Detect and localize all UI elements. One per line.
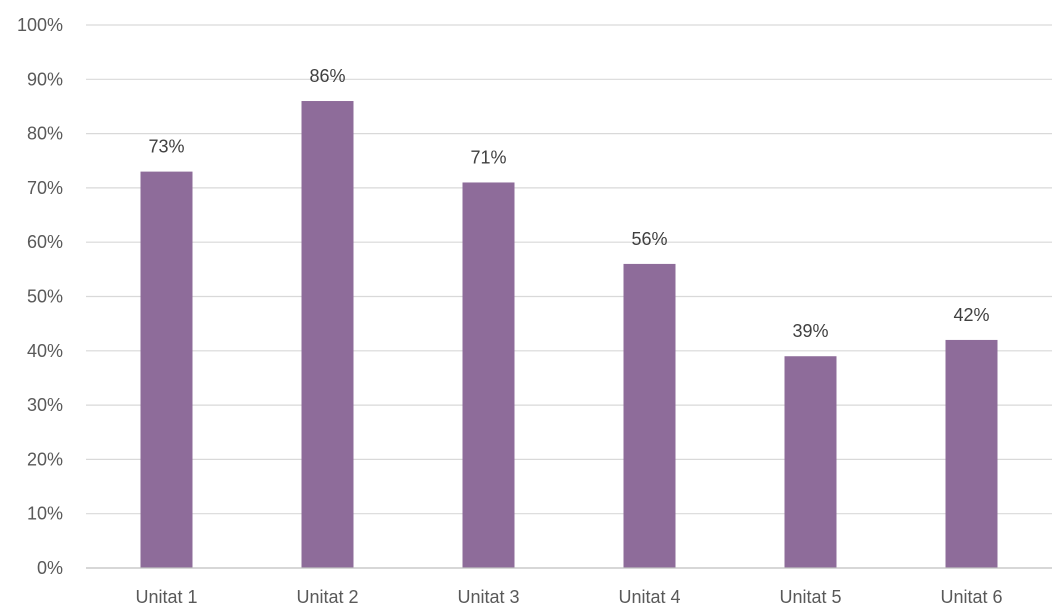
y-tick-label: 30% (27, 395, 63, 415)
data-label: 86% (309, 66, 345, 86)
x-tick-label: Unitat 6 (940, 587, 1002, 607)
gridlines (86, 24, 1052, 515)
y-tick-label: 70% (27, 178, 63, 198)
x-tick-label: Unitat 2 (296, 587, 358, 607)
y-tick-label: 50% (27, 287, 63, 307)
y-tick-label: 0% (37, 558, 63, 578)
data-labels: 73% 86% 71% 56% 39% 42% (148, 66, 989, 341)
y-axis-ticks: 0% 10% 20% 30% 40% 50% 60% 70% 80% 90% 100% (17, 15, 63, 578)
data-label: 39% (792, 321, 828, 341)
bar (623, 263, 676, 568)
y-tick-label: 100% (17, 15, 63, 35)
y-tick-label: 60% (27, 232, 63, 252)
bar (784, 356, 837, 568)
y-tick-label: 10% (27, 504, 63, 524)
y-tick-label: 90% (27, 69, 63, 89)
y-tick-label: 40% (27, 341, 63, 361)
data-label: 56% (631, 229, 667, 249)
data-label: 73% (148, 137, 184, 157)
bars (140, 101, 998, 569)
bar (945, 339, 998, 568)
x-tick-label: Unitat 3 (457, 587, 519, 607)
x-tick-label: Unitat 4 (618, 587, 680, 607)
bar (140, 171, 193, 569)
x-tick-label: Unitat 5 (779, 587, 841, 607)
data-label: 42% (953, 305, 989, 325)
y-tick-label: 20% (27, 449, 63, 469)
x-tick-label: Unitat 1 (135, 587, 197, 607)
data-label: 71% (470, 147, 506, 167)
x-axis-ticks: Unitat 1 Unitat 2 Unitat 3 Unitat 4 Unitat 5… (135, 587, 1002, 607)
y-tick-label: 80% (27, 124, 63, 144)
bar (462, 182, 515, 568)
bar (301, 101, 354, 569)
